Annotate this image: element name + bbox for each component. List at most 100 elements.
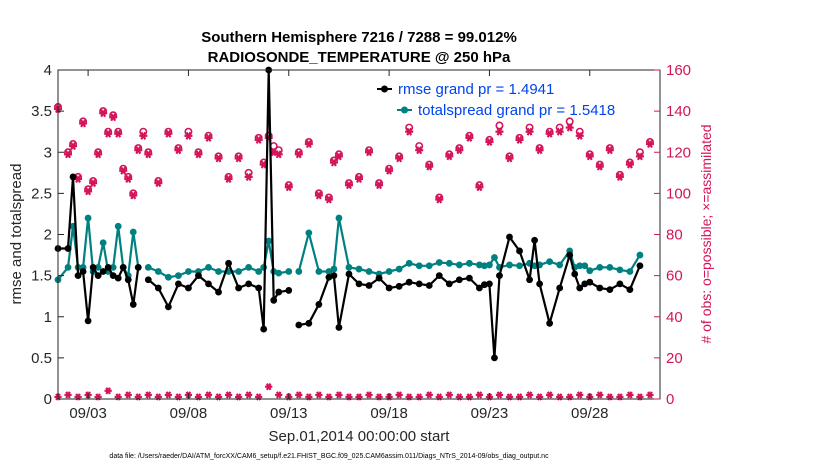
rmse-point	[74, 272, 82, 280]
legend-spread-marker	[401, 106, 408, 114]
obs-assimilated-stroke	[366, 391, 372, 399]
totalspread-point	[154, 268, 162, 275]
chart-subtitle: RADIOSONDE_TEMPERATURE @ 250 hPa	[208, 49, 511, 66]
obs-rejected-point	[275, 391, 283, 399]
rmse-point	[345, 270, 353, 278]
totalspread-point	[325, 268, 333, 275]
totalspread-point	[465, 259, 473, 267]
obs-rejected-point	[295, 391, 303, 399]
obs-assimilated-point	[595, 162, 604, 171]
obs-assimilated-stroke	[80, 119, 87, 128]
obs-rejected-point	[395, 391, 403, 399]
rmse-point	[445, 280, 453, 288]
obs-assimilated-point	[134, 146, 143, 155]
totalspread-point	[596, 264, 604, 271]
y-right-tick-label: 160	[666, 62, 691, 79]
obs-assimilated-point	[244, 172, 253, 181]
totalspread-point	[546, 258, 554, 266]
rmse-point	[395, 282, 403, 290]
obs-assimilated-point	[415, 146, 424, 155]
obs-assimilated-point	[405, 127, 414, 136]
totalspread-point	[175, 272, 182, 280]
obs-assimilated-point	[139, 131, 148, 140]
obs-assimilated-stroke	[336, 391, 342, 399]
obs-assimilated-point	[69, 142, 78, 151]
obs-assimilated-stroke	[325, 195, 332, 204]
obs-assimilated-point	[475, 183, 484, 192]
obs-assimilated-point	[119, 166, 128, 175]
rmse-point	[516, 247, 523, 255]
rmse-point	[636, 262, 644, 270]
obs-rejected-point	[124, 391, 132, 399]
obs-assimilated-stroke	[436, 195, 443, 204]
obs-assimilated-stroke	[135, 146, 142, 155]
rmse-point	[546, 319, 554, 327]
obs-rejected-point	[626, 391, 634, 399]
totalspread-point	[305, 229, 313, 237]
y-tick-label: 3	[44, 144, 52, 161]
obs-assimilated-point	[375, 181, 384, 190]
obs-assimilated-stroke	[245, 172, 252, 181]
rmse-point	[365, 282, 373, 289]
totalspread-point	[365, 268, 373, 275]
totalspread-point	[435, 259, 443, 266]
rmse-point	[225, 259, 232, 267]
obs-assimilated-stroke	[260, 160, 267, 169]
obs-assimilated-point	[64, 150, 73, 159]
obs-assimilated-point	[365, 148, 374, 157]
y-right-tick-label: 140	[666, 103, 691, 120]
obs-rejected-point	[495, 391, 504, 399]
obs-assimilated-stroke	[110, 113, 117, 122]
rmse-point	[129, 301, 137, 308]
obs-assimilated-stroke	[175, 146, 182, 155]
rmse-point	[260, 325, 268, 333]
obs-rejected-point	[546, 391, 554, 399]
totalspread-point	[606, 264, 614, 271]
obs-assimilated-point	[344, 181, 353, 190]
obs-assimilated-stroke	[576, 391, 583, 399]
obs-assimilated-point	[535, 146, 544, 155]
obs-assimilated-stroke	[536, 146, 543, 155]
rmse-point	[185, 284, 192, 292]
obs-assimilated-stroke	[90, 179, 97, 188]
rmse-point	[385, 284, 393, 292]
obs-assimilated-stroke	[275, 150, 282, 159]
obs-assimilated-point	[174, 146, 183, 155]
x-axis: 09/03 09/08 09/13 09/18 09/23 09/28	[69, 70, 609, 422]
totalspread-point	[425, 262, 433, 270]
obs-assimilated-stroke	[295, 150, 302, 159]
obs-assimilated-stroke	[330, 158, 337, 167]
obs-assimilated-stroke	[115, 129, 122, 138]
obs-assimilated-point	[79, 119, 88, 128]
totalspread-point	[636, 251, 644, 259]
obs-assimilated-point	[555, 127, 564, 136]
y-tick-label: 0	[44, 391, 52, 408]
obs-assimilated-stroke	[486, 137, 493, 146]
obs-possible-point	[565, 117, 574, 126]
legend: rmse grand pr = 1.4941 totalspread grand…	[377, 81, 615, 119]
rmse-point	[330, 272, 338, 280]
obs-assimilated-point	[294, 150, 303, 159]
rmse-point	[335, 324, 343, 331]
totalspread-point	[355, 265, 363, 273]
rmse-point	[154, 284, 162, 292]
obs-assimilated-point	[124, 174, 133, 183]
rmse-point	[235, 284, 243, 292]
obs-assimilated-stroke	[476, 391, 483, 399]
totalspread-point	[616, 266, 624, 274]
totalspread-point	[94, 264, 102, 271]
rmse-point	[481, 281, 488, 289]
obs-assimilated-stroke	[496, 391, 503, 399]
obs-assimilated-stroke	[526, 391, 533, 399]
rmse-point	[295, 321, 303, 329]
obs-assimilated-point	[355, 174, 363, 183]
y-tick-label: 0.5	[31, 350, 52, 367]
rmse-point	[109, 272, 117, 280]
x-tick-label: 09/18	[370, 405, 408, 422]
y-right-tick-label: 100	[666, 185, 691, 202]
obs-assimilated-stroke	[205, 133, 212, 142]
totalspread-point	[245, 264, 253, 271]
obs-rejected-point	[596, 391, 604, 399]
obs-rejected-point	[144, 391, 152, 399]
